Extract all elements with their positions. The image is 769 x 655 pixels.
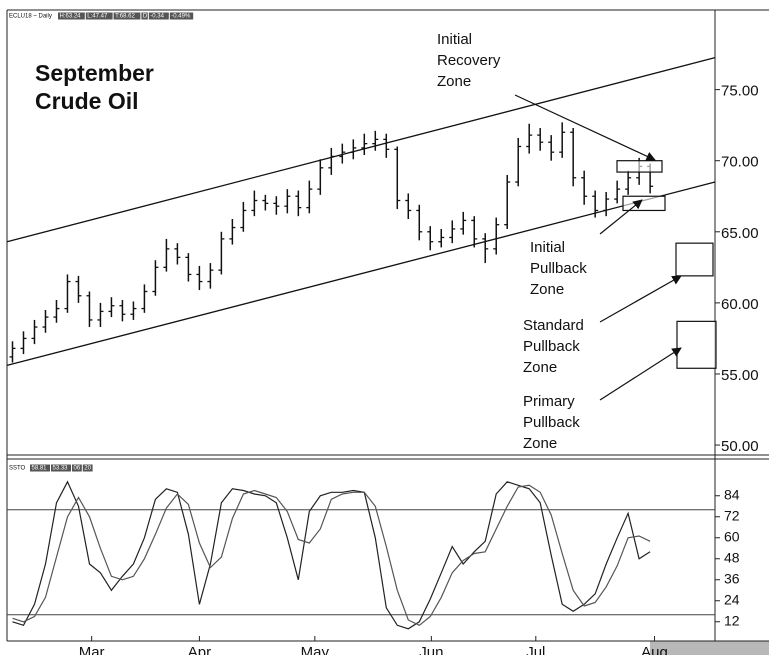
zone-arrow (599, 347, 682, 401)
title-line: Crude Oil (35, 88, 139, 114)
header-symbol: ECLU18 ~ Daily (9, 14, 52, 20)
zone-arrow (599, 199, 643, 235)
zone-label: Standard (523, 317, 584, 334)
zone-label: Zone (523, 435, 557, 452)
header-value: H:63.24 (60, 14, 82, 20)
zone-box (676, 320, 717, 369)
stoch-tick-label: 60 (724, 528, 740, 544)
stoch-line (12, 484, 651, 627)
header-box (169, 12, 194, 20)
zone-box (675, 242, 714, 277)
header-value: 20 (84, 466, 91, 472)
header-box (72, 464, 82, 472)
x-tick-label: May (301, 644, 330, 655)
header-box (30, 464, 50, 472)
x-tick-label: Jun (419, 644, 443, 655)
scroll-box (650, 641, 769, 655)
header-value: 06 (74, 466, 81, 472)
zone-arrow (514, 94, 656, 161)
header-box (113, 12, 141, 20)
header-box (141, 12, 148, 20)
stoch-tick-label: 48 (724, 549, 740, 565)
zone-label: Primary (523, 393, 575, 410)
stoch-header: SSTO (9, 466, 26, 472)
stoch-tick-label: 36 (724, 570, 740, 586)
zone-arrow (599, 275, 682, 323)
zone-label: Zone (523, 359, 557, 376)
header-box (85, 12, 113, 20)
x-tick-label: Mar (79, 644, 105, 655)
header-value: -0.34 (150, 14, 164, 20)
zone-label: Initial (437, 31, 472, 48)
stoch-tick-label: 72 (724, 507, 740, 523)
y-tick-label: 55.00 (721, 367, 759, 384)
stoch-line (12, 480, 651, 630)
stoch-tick-label: 84 (724, 486, 740, 502)
header-value: -0.49% (171, 14, 191, 20)
y-tick-label: 75.00 (721, 83, 759, 100)
y-tick-label: 50.00 (721, 438, 759, 455)
y-tick-label: 70.00 (721, 154, 759, 171)
channel-line (6, 181, 716, 367)
zone-label: Pullback (523, 338, 580, 355)
header-value: L:47.47 (87, 14, 108, 20)
stoch-tick-label: 12 (724, 612, 740, 628)
x-tick-label: Aug (641, 644, 668, 655)
header-box (51, 464, 71, 472)
header-box (58, 12, 85, 20)
zone-label: Initial (530, 239, 565, 256)
zone-box (616, 160, 663, 173)
y-tick-label: 60.00 (721, 296, 759, 313)
zone-box (622, 195, 666, 212)
header-value: D (143, 14, 148, 20)
header-value: T:68.62 (115, 14, 135, 20)
header-box (82, 464, 93, 472)
zone-label: Pullback (530, 260, 587, 277)
zone-label: Zone (530, 281, 564, 298)
header-value: 58.81 (32, 466, 48, 472)
zone-label: Pullback (523, 414, 580, 431)
title-line: September (35, 60, 154, 86)
stoch-tick-label: 24 (724, 591, 740, 607)
header-box (148, 12, 169, 20)
channel-line (6, 56, 716, 243)
x-tick-label: Apr (188, 644, 211, 655)
header-value: 53.33 (53, 466, 69, 472)
zone-label: Zone (437, 73, 471, 90)
y-tick-label: 65.00 (721, 225, 759, 242)
zone-label: Recovery (437, 52, 501, 69)
x-tick-label: Jul (526, 644, 545, 655)
